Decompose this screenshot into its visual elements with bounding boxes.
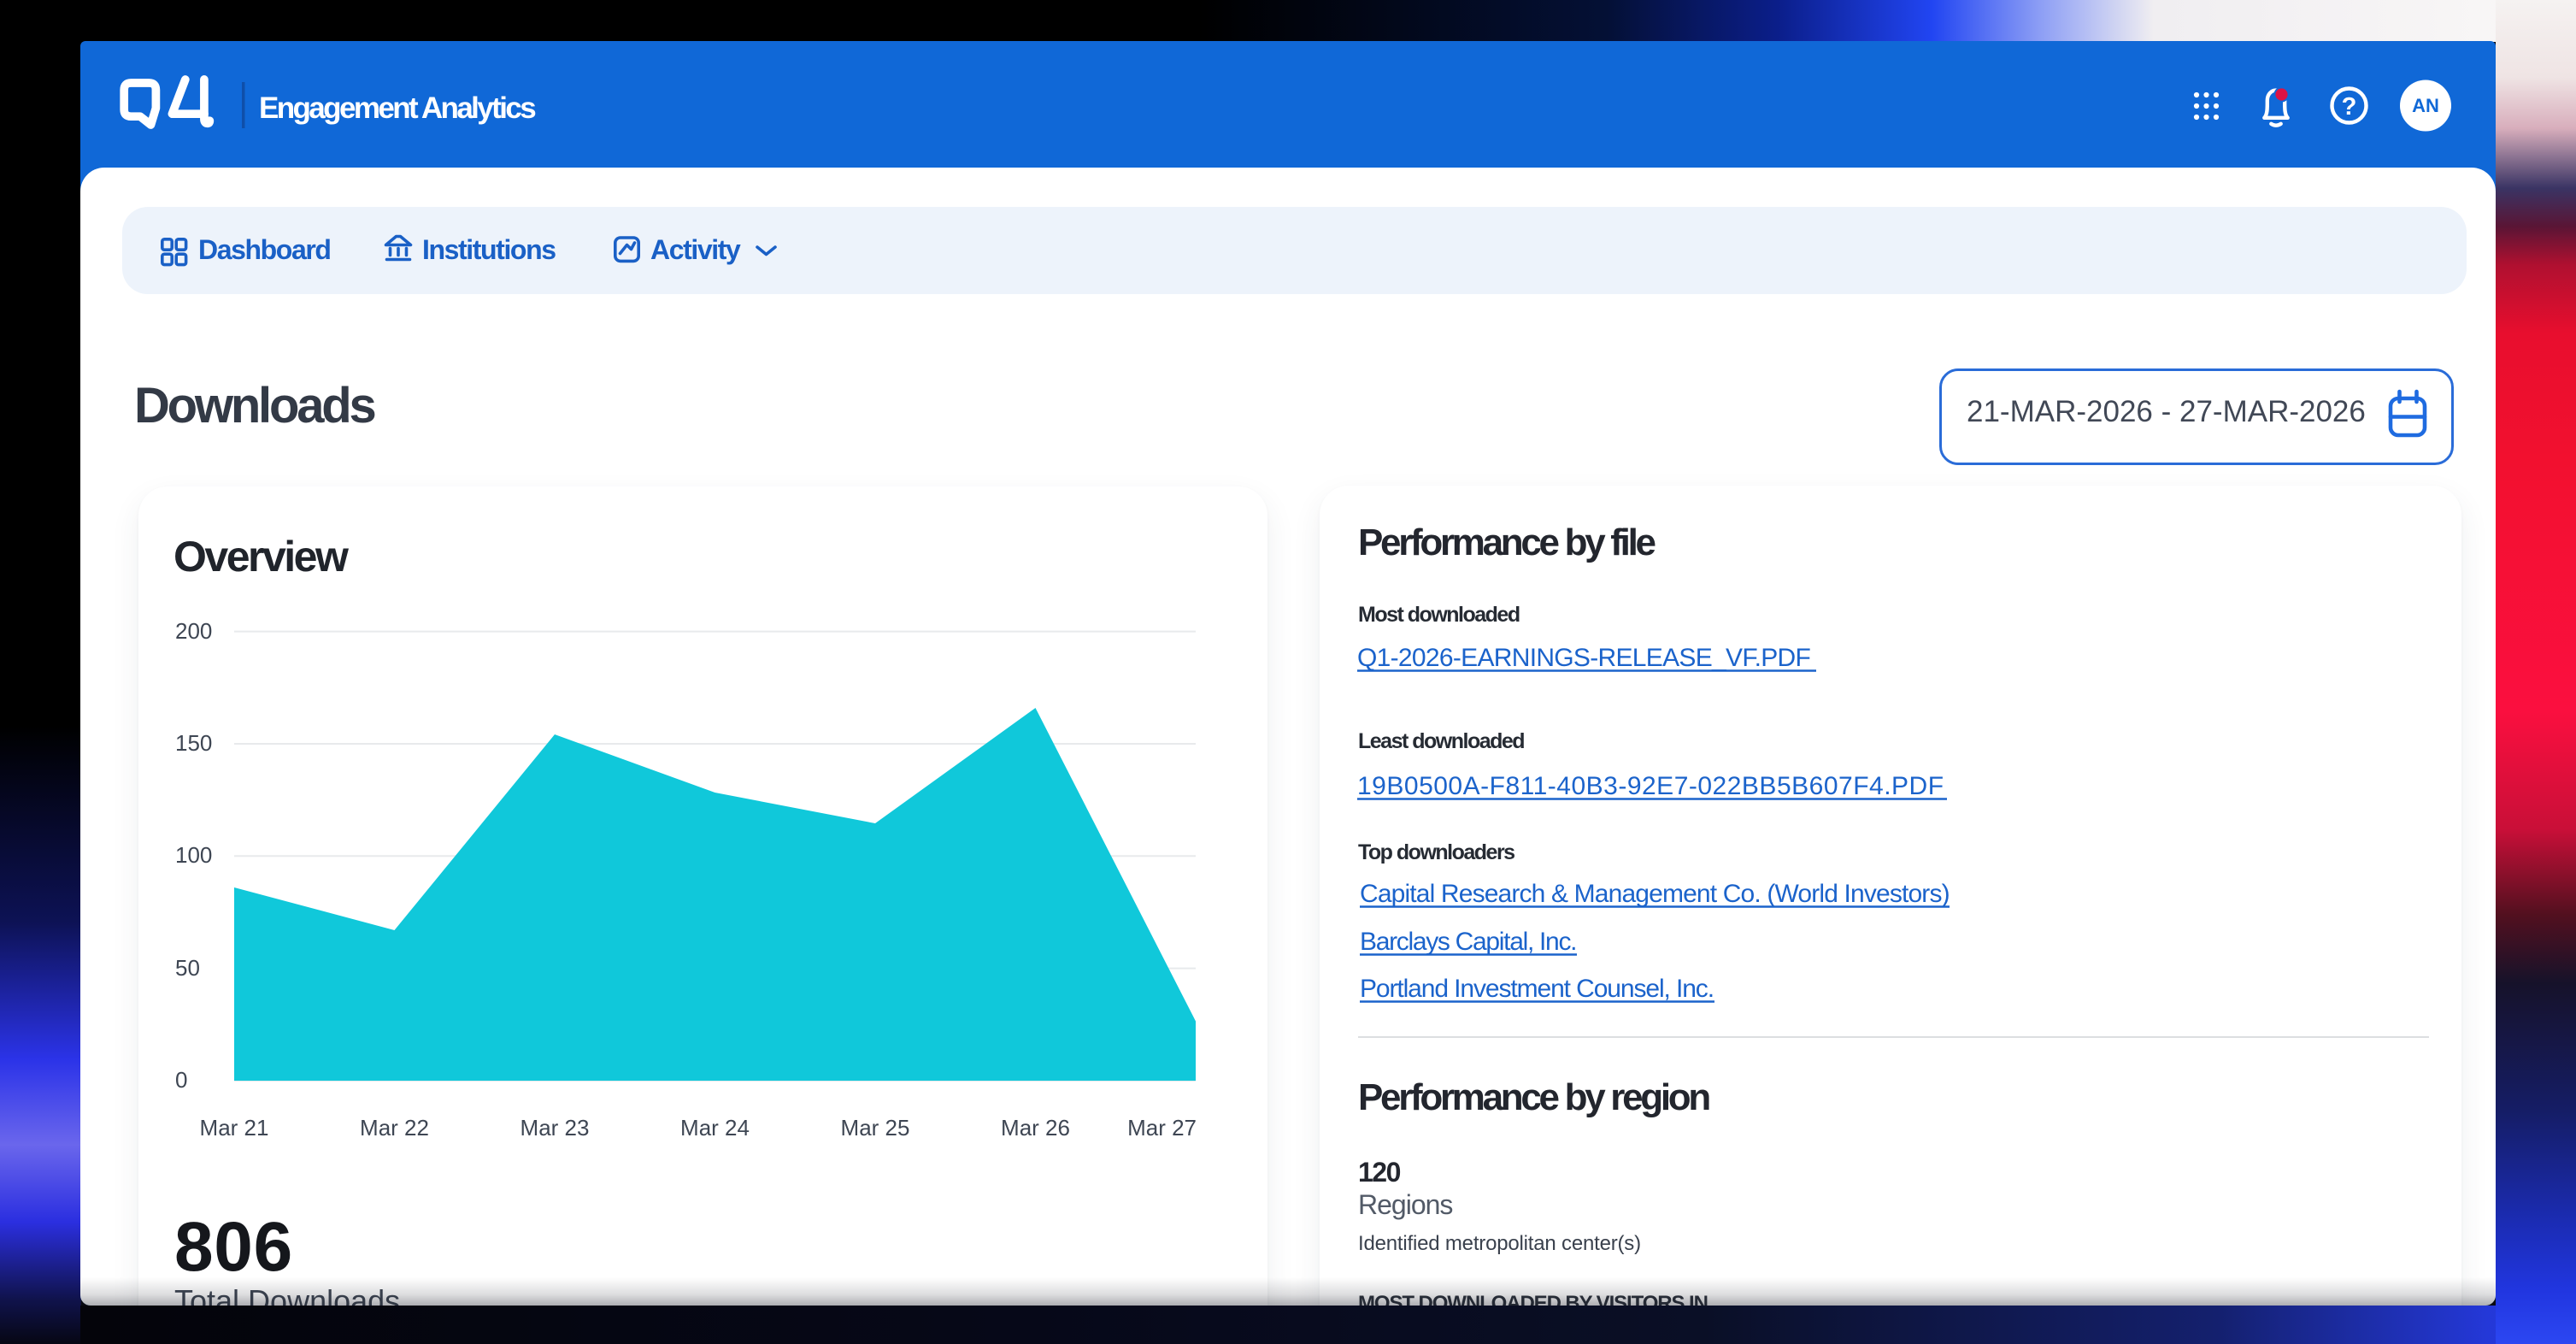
svg-text:Downloads: Downloads (134, 378, 374, 433)
svg-text:19B0500A-F811-40B3-92E7-022BB5: 19B0500A-F811-40B3-92E7-022BB5B607F4.PDF (1357, 772, 1944, 800)
svg-text:Overview: Overview (173, 533, 349, 581)
svg-text:200: 200 (175, 618, 212, 644)
svg-text:?: ? (2342, 93, 2357, 121)
svg-text:100: 100 (175, 842, 212, 868)
svg-text:150: 150 (175, 730, 212, 756)
svg-text:Activity: Activity (650, 234, 741, 265)
svg-text:Mar 25: Mar 25 (841, 1115, 910, 1141)
svg-text:Q1-2026-EARNINGS-RELEASE_VF.PD: Q1-2026-EARNINGS-RELEASE_VF.PDF (1357, 644, 1811, 672)
svg-text:Mar 27: Mar 27 (1127, 1115, 1197, 1141)
svg-text:Least downloaded: Least downloaded (1358, 729, 1524, 753)
svg-text:Institutions: Institutions (422, 234, 556, 265)
svg-text:Regions: Regions (1358, 1189, 1452, 1220)
svg-text:Barclays Capital, Inc.: Barclays Capital, Inc. (1360, 928, 1576, 956)
svg-text:120: 120 (1358, 1157, 1401, 1188)
svg-text:Performance by region: Performance by region (1358, 1076, 1709, 1118)
svg-text:Identified metropolitan center: Identified metropolitan center(s) (1358, 1232, 1641, 1255)
svg-text:21-MAR-2026 - 27-MAR-2026: 21-MAR-2026 - 27-MAR-2026 (1967, 395, 2366, 428)
svg-text:Mar 24: Mar 24 (680, 1115, 750, 1141)
svg-text:Capital Research & Management: Capital Research & Management Co. (World… (1360, 880, 1950, 908)
svg-text:806: 806 (174, 1208, 293, 1286)
svg-text:50: 50 (175, 955, 200, 981)
svg-text:Mar 23: Mar 23 (520, 1115, 590, 1141)
svg-text:Most downloaded: Most downloaded (1358, 603, 1520, 627)
svg-text:Portland Investment Counsel, I: Portland Investment Counsel, Inc. (1360, 975, 1714, 1003)
svg-text:Engagement Analytics: Engagement Analytics (259, 91, 536, 125)
svg-text:Performance by file: Performance by file (1358, 522, 1656, 563)
svg-text:Mar 22: Mar 22 (360, 1115, 429, 1141)
svg-text:0: 0 (175, 1067, 187, 1093)
svg-text:AN: AN (2412, 95, 2439, 116)
svg-text:Top downloaders: Top downloaders (1358, 840, 1514, 864)
svg-text:Mar 26: Mar 26 (1001, 1115, 1070, 1141)
svg-text:Dashboard: Dashboard (198, 234, 331, 265)
svg-text:Mar 21: Mar 21 (200, 1115, 269, 1141)
